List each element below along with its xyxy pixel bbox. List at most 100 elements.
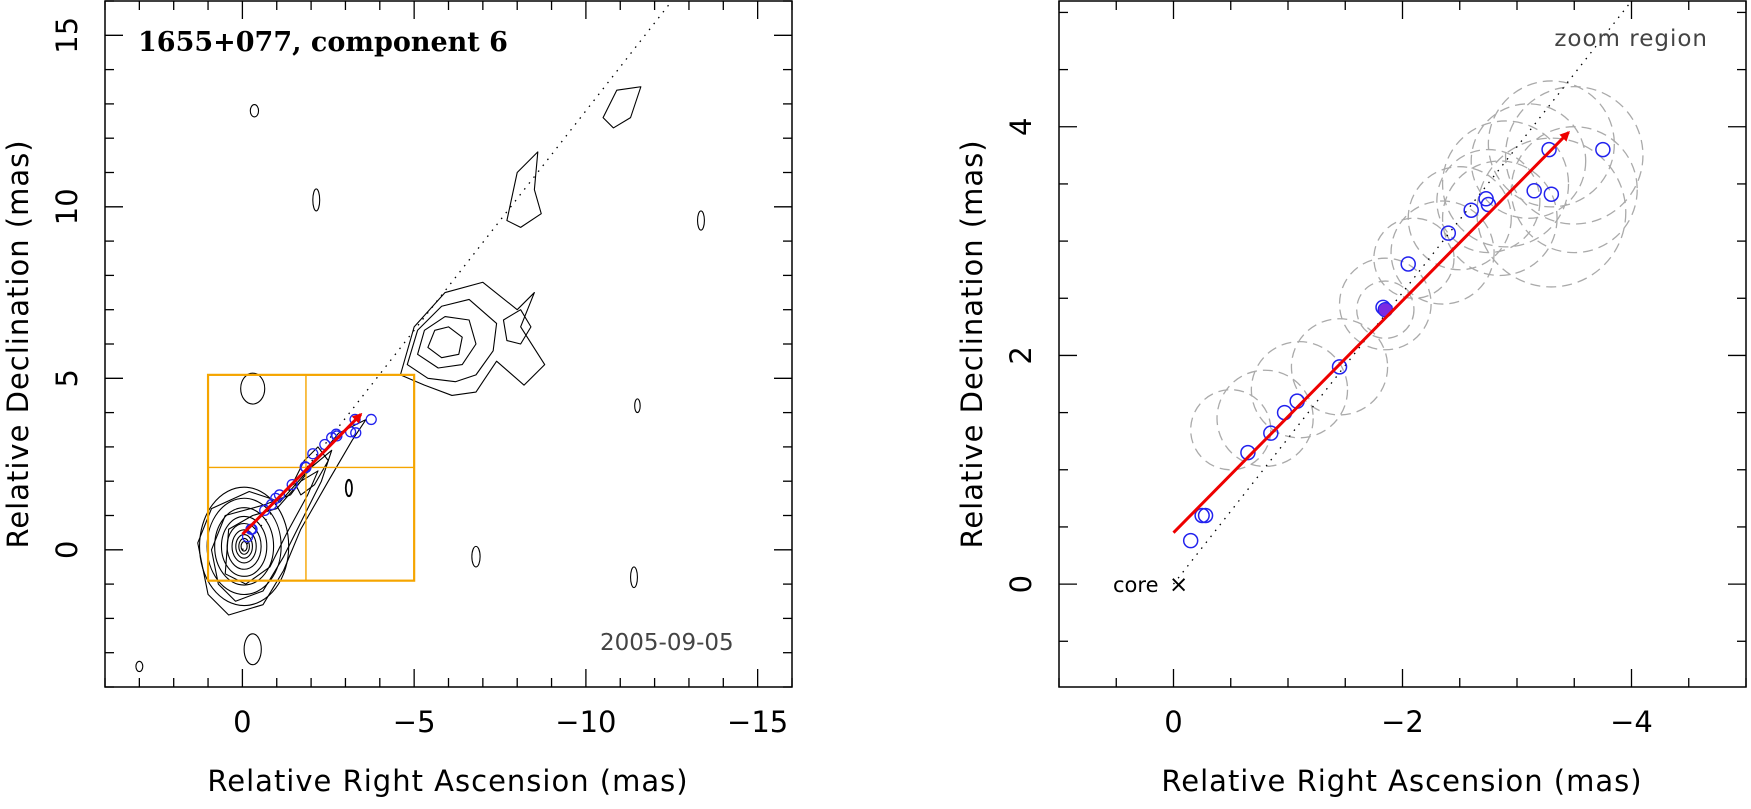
component-positions — [1182, 141, 1611, 549]
component-size-circle — [1436, 148, 1541, 254]
contour — [427, 326, 463, 359]
contour-island — [630, 566, 638, 589]
component-size-circle — [1356, 280, 1415, 339]
trajectory-line — [1172, 1, 1633, 585]
contour — [224, 470, 319, 585]
left-plot-frame — [104, 0, 793, 688]
component-size-circle — [1510, 126, 1638, 254]
component-size-circle — [1487, 80, 1615, 208]
component-point — [1240, 444, 1256, 461]
contour-island — [249, 104, 260, 118]
right-zoom-panel: 0 −2 −4 0 2 4 core × zoom region Relative Rig… — [955, 0, 1747, 798]
component-point — [1440, 225, 1457, 241]
component-point — [259, 504, 271, 517]
component-point — [1463, 202, 1479, 218]
component-point — [1543, 186, 1560, 202]
contour — [214, 507, 275, 586]
x-tick-label: −4 — [1610, 705, 1653, 739]
component-point — [1541, 141, 1557, 158]
component-point — [270, 492, 282, 505]
component-point — [1595, 141, 1611, 158]
component-point — [1331, 359, 1348, 375]
component-point — [300, 461, 312, 474]
zoom-box-frame — [206, 373, 416, 582]
component-point — [350, 427, 362, 439]
x-tick-label: −5 — [393, 705, 436, 739]
y-tick-label: 2 — [1004, 346, 1038, 364]
left-axis-ticks: 0 −5 −10 −15 0 5 10 15 — [50, 0, 793, 739]
y-tick-label: 5 — [50, 369, 84, 387]
contour — [210, 449, 333, 602]
component-point — [307, 448, 319, 460]
component-size-circle — [1190, 389, 1272, 471]
contour — [238, 537, 250, 555]
right-x-axis-label: Relative Right Ascension (mas) — [1161, 764, 1642, 798]
component-point — [365, 413, 377, 426]
component-size-circle — [1290, 318, 1389, 416]
core-marker: × — [1169, 572, 1188, 598]
left-y-axis-label: Relative Declination (mas) — [1, 139, 35, 548]
x-tick-label: −2 — [1381, 705, 1424, 739]
left-map-panel: 0 −5 −10 −15 0 5 10 15 1655+077, component 6 20… — [1, 0, 793, 798]
x-tick-label: −10 — [555, 705, 616, 739]
component-point — [1263, 425, 1279, 441]
contour-island — [345, 479, 353, 497]
component-point — [1182, 532, 1199, 549]
x-tick-label: 0 — [1164, 705, 1182, 739]
x-tick-label: 0 — [233, 705, 251, 739]
epoch-label: 2005-09-05 — [600, 630, 734, 656]
core-label: core — [1113, 573, 1159, 597]
contour-island — [240, 372, 266, 405]
component-size-circle — [1504, 86, 1644, 225]
contour-map — [135, 86, 705, 673]
component-point — [1197, 507, 1214, 524]
contour — [220, 515, 268, 577]
velocity-arrow — [241, 412, 363, 536]
contour-island — [471, 545, 481, 568]
right-y-axis-label: Relative Declination (mas) — [955, 139, 989, 548]
highlighted-component-point — [1378, 303, 1392, 317]
component-size-circles — [1190, 80, 1644, 471]
right-axis-ticks: 0 −2 −4 0 2 4 — [1004, 1, 1747, 739]
component-point — [286, 478, 298, 491]
component-point — [273, 489, 286, 501]
component-size-circle — [1470, 103, 1587, 219]
contour — [406, 298, 498, 383]
y-tick-label: 15 — [50, 17, 84, 54]
component-size-circle — [1407, 166, 1512, 271]
left-x-axis-label: Relative Right Ascension (mas) — [207, 764, 688, 798]
component-size-circle — [1441, 120, 1570, 248]
contour-island — [634, 398, 641, 414]
contour — [231, 529, 257, 564]
contour — [240, 541, 248, 552]
x-tick-label: −15 — [727, 705, 788, 739]
right-plot-frame — [1058, 0, 1747, 688]
component-point — [1194, 507, 1210, 524]
component-point — [331, 430, 343, 442]
component-point — [1400, 256, 1416, 272]
component-size-circle — [1373, 217, 1455, 299]
component-point — [265, 498, 278, 511]
component-size-circle — [1441, 160, 1558, 277]
contour-island — [135, 660, 144, 673]
y-tick-label: 0 — [1004, 575, 1038, 593]
y-tick-label: 0 — [50, 541, 84, 559]
component-point — [1276, 404, 1293, 421]
contour-island — [243, 633, 262, 666]
component-size-circle — [1250, 340, 1349, 439]
contour-island — [312, 188, 321, 212]
velocity-arrow — [1172, 131, 1570, 534]
contour — [506, 151, 542, 228]
component-size-circle — [1338, 257, 1432, 351]
y-tick-label: 4 — [1004, 118, 1038, 136]
component-size-circle — [1390, 200, 1495, 305]
contour — [502, 309, 532, 345]
component-size-circle — [1216, 369, 1314, 468]
contour — [602, 86, 642, 129]
contour — [399, 281, 546, 396]
panel-title: 1655+077, component 6 — [138, 27, 508, 58]
zoom-region-label: zoom region — [1554, 26, 1708, 52]
contour — [417, 316, 477, 369]
component-point — [1526, 183, 1542, 199]
